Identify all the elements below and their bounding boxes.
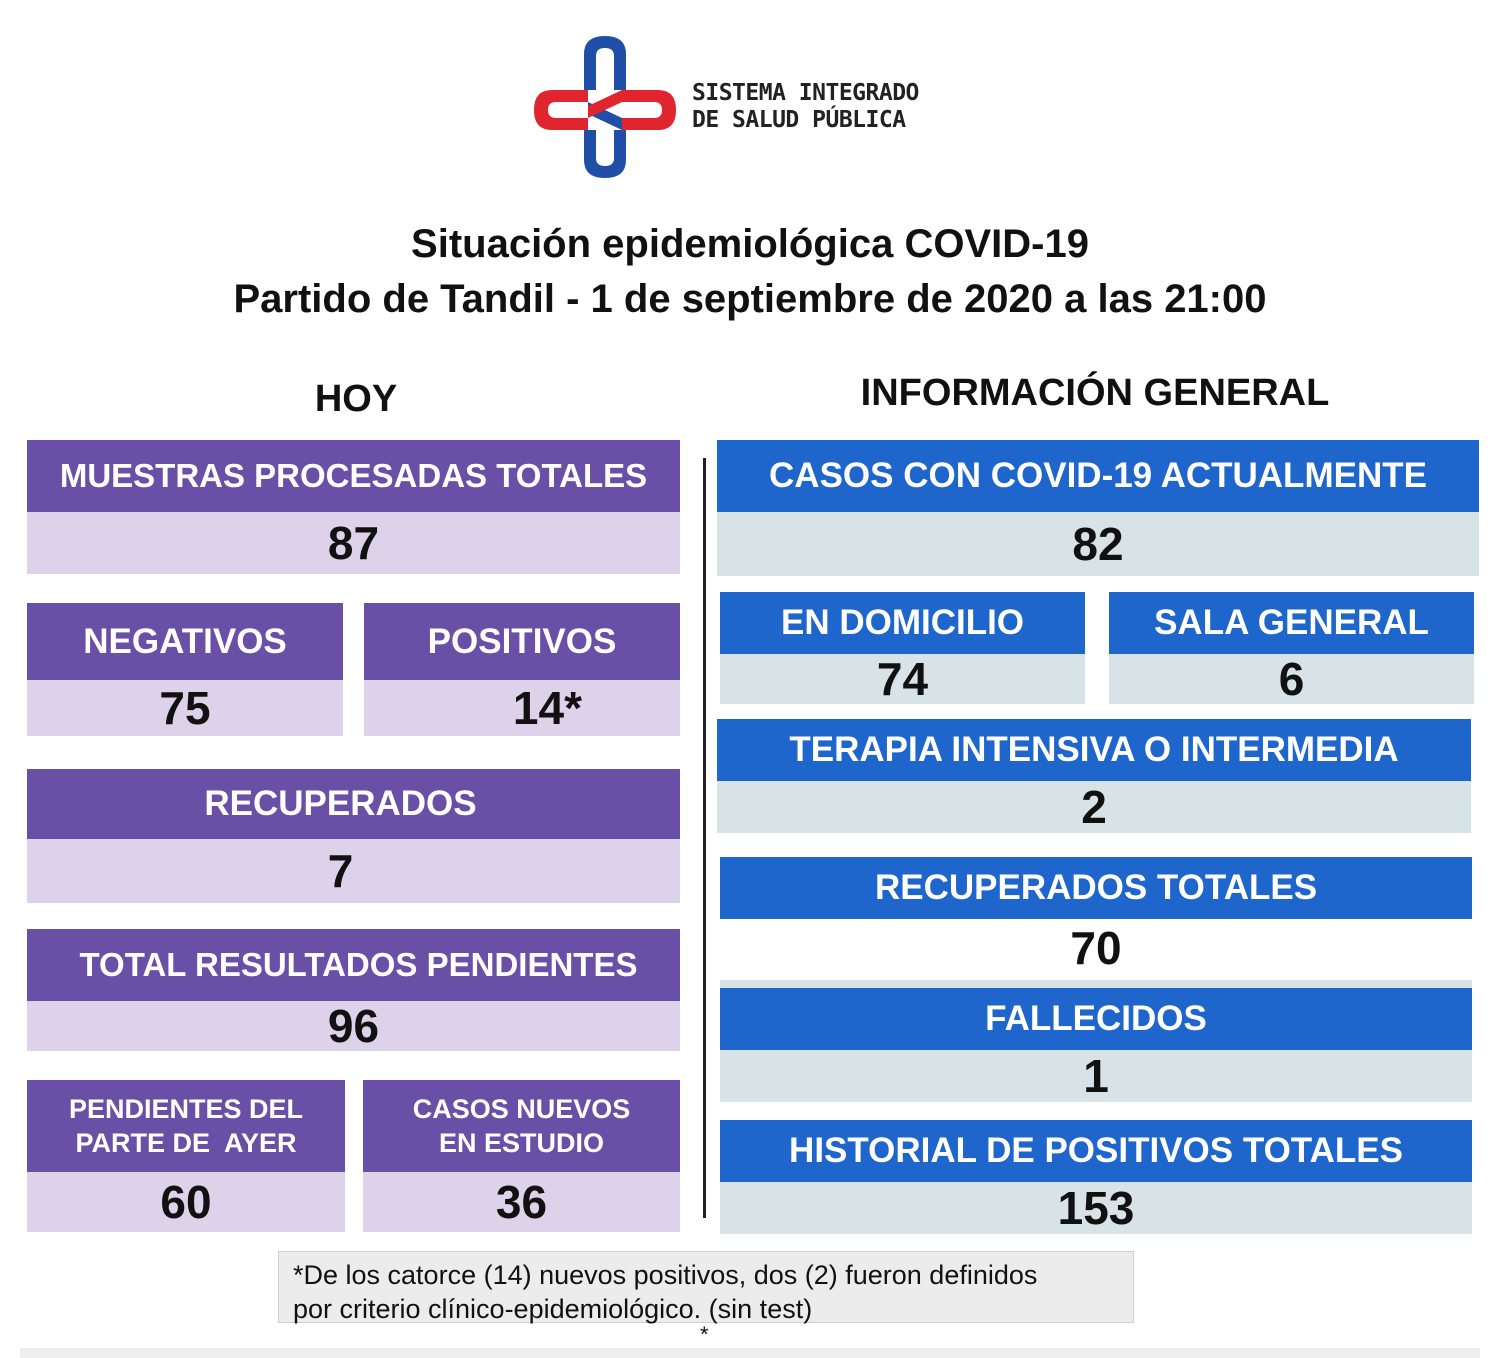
casos-actuales-value: 82 <box>717 512 1479 576</box>
recuperados-totales-header: RECUPERADOS TOTALES <box>720 857 1472 919</box>
negativos-value: 75 <box>27 680 343 736</box>
muestras-header: MUESTRAS PROCESADAS TOTALES <box>27 440 680 512</box>
org-name-line1: SISTEMA INTEGRADO <box>692 80 919 106</box>
terapia-value: 2 <box>717 781 1471 833</box>
recuperados-value: 7 <box>27 839 680 903</box>
recuperados-totales-value: 70 <box>720 919 1472 977</box>
org-name-line2: DE SALUD PÚBLICA <box>692 107 906 133</box>
recuperados-header: RECUPERADOS <box>27 769 680 839</box>
casos-nuevos-label-line2: EN ESTUDIO <box>438 1128 605 1158</box>
general-section-title: INFORMACIÓN GENERAL <box>860 372 1330 414</box>
pendientes-ayer-label-line2: PARTE DE AYER <box>75 1128 297 1158</box>
positivos-value: 14* <box>364 680 680 736</box>
casos-nuevos-value: 36 <box>363 1172 680 1232</box>
fallecidos-value: 1 <box>720 1050 1472 1102</box>
casos-nuevos-label-line1: CASOS NUEVOS <box>412 1094 631 1124</box>
footnote-asterisk: * <box>700 1322 709 1347</box>
health-system-logo-icon <box>534 36 676 178</box>
casos-actuales-header: CASOS CON COVID-19 ACTUALMENTE <box>717 440 1479 512</box>
pendientes-ayer-label-line1: PENDIENTES DEL <box>68 1094 304 1124</box>
historial-header: HISTORIAL DE POSITIVOS TOTALES <box>720 1120 1472 1182</box>
hoy-section-title: HOY <box>314 378 398 420</box>
footnote-line2: por criterio clínico-epidemiológico. (si… <box>293 1294 813 1324</box>
footnote-line1: *De los catorce (14) nuevos positivos, d… <box>293 1260 1038 1290</box>
fallecidos-top-band <box>720 980 1472 988</box>
historial-value: 153 <box>720 1182 1472 1234</box>
casos-nuevos-header: CASOS NUEVOS EN ESTUDIO <box>363 1080 680 1172</box>
sala-general-header: SALA GENERAL <box>1109 592 1474 654</box>
page-title-line1: Situación epidemiológica COVID-19 <box>411 222 1089 266</box>
bottom-strip <box>20 1348 1480 1358</box>
positivos-header: POSITIVOS <box>364 603 680 680</box>
domicilio-value: 74 <box>720 653 1085 705</box>
muestras-value: 87 <box>27 512 680 574</box>
column-divider <box>703 458 706 1218</box>
domicilio-header: EN DOMICILIO <box>720 592 1085 654</box>
page-title-line2: Partido de Tandil - 1 de septiembre de 2… <box>233 277 1267 321</box>
pendientes-ayer-value: 60 <box>27 1172 345 1232</box>
footnote-box: *De los catorce (14) nuevos positivos, d… <box>278 1251 1134 1324</box>
terapia-header: TERAPIA INTENSIVA O INTERMEDIA <box>717 719 1471 781</box>
negativos-header: NEGATIVOS <box>27 603 343 680</box>
organization-name: SISTEMA INTEGRADO DE SALUD PÚBLICA <box>692 80 919 134</box>
pendientes-total-header: TOTAL RESULTADOS PENDIENTES <box>27 929 680 1001</box>
fallecidos-header: FALLECIDOS <box>720 988 1472 1050</box>
pendientes-total-value: 96 <box>27 1000 680 1052</box>
sala-general-value: 6 <box>1109 653 1474 705</box>
pendientes-ayer-header: PENDIENTES DEL PARTE DE AYER <box>27 1080 345 1172</box>
